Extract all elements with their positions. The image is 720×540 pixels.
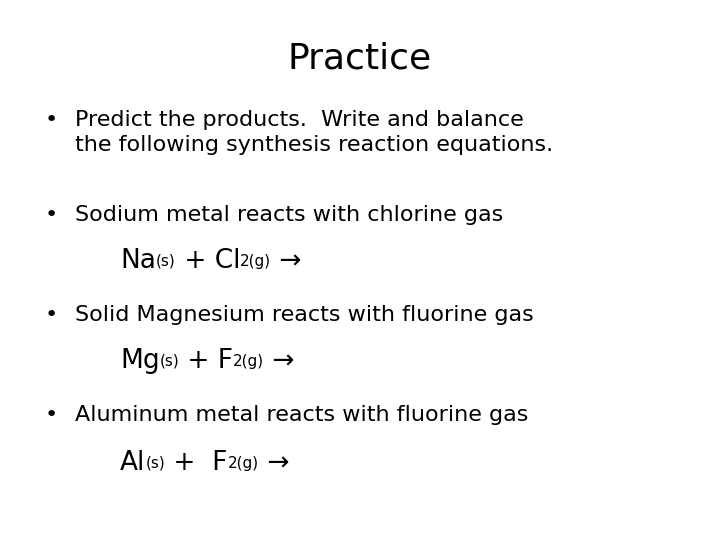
Text: •: •: [45, 405, 58, 425]
Text: (s): (s): [145, 456, 165, 471]
Text: →: →: [258, 450, 289, 476]
Text: Na: Na: [120, 248, 156, 274]
Text: Practice: Practice: [288, 42, 432, 76]
Text: •: •: [45, 305, 58, 325]
Text: Al: Al: [120, 450, 145, 476]
Text: Mg: Mg: [120, 348, 160, 374]
Text: 2(g): 2(g): [240, 254, 271, 269]
Text: Sodium metal reacts with chlorine gas: Sodium metal reacts with chlorine gas: [75, 205, 503, 225]
Text: →: →: [271, 248, 302, 274]
Text: Solid Magnesium reacts with fluorine gas: Solid Magnesium reacts with fluorine gas: [75, 305, 534, 325]
Text: (s): (s): [160, 354, 179, 369]
Text: 2(g): 2(g): [228, 456, 258, 471]
Text: (s): (s): [156, 254, 176, 269]
Text: + Cl: + Cl: [176, 248, 240, 274]
Text: + F: + F: [179, 348, 233, 374]
Text: +  F: + F: [165, 450, 228, 476]
Text: •: •: [45, 110, 58, 130]
Text: 2(g): 2(g): [233, 354, 264, 369]
Text: •: •: [45, 205, 58, 225]
Text: Aluminum metal reacts with fluorine gas: Aluminum metal reacts with fluorine gas: [75, 405, 528, 425]
Text: Predict the products.  Write and balance
the following synthesis reaction equati: Predict the products. Write and balance …: [75, 110, 553, 155]
Text: →: →: [264, 348, 295, 374]
